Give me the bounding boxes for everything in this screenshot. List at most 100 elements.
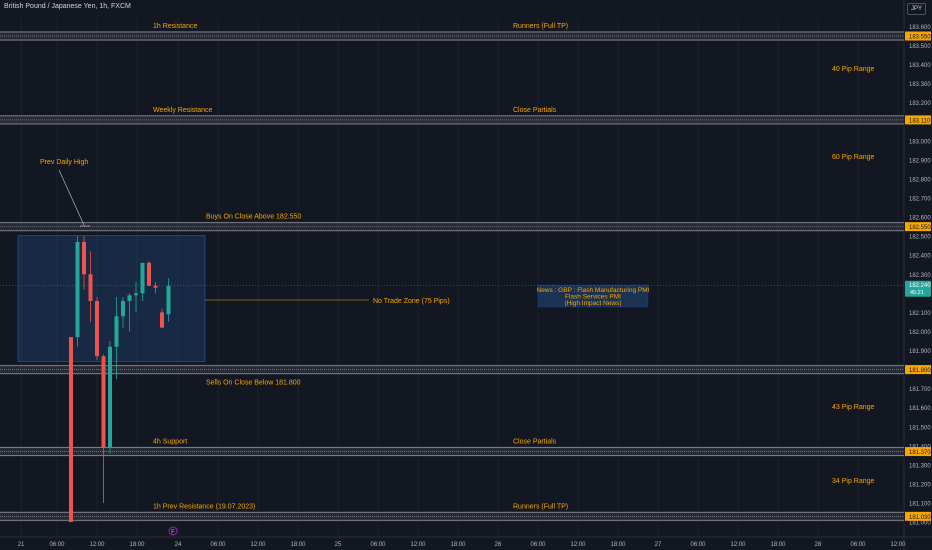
no-trade-zone-label: No Trade Zone (75 Pips) [373,298,450,305]
current-price-badge [905,280,931,297]
time-tick-label: 26 [495,542,502,548]
price-tick-label: 183.600 [909,25,931,31]
candle-body [140,262,145,294]
level-label: Sells On Close Below 181.800 [206,380,301,387]
news-box [537,284,649,308]
level-price-badge [905,115,931,125]
level-label: Runners (Full TP) [513,23,568,30]
news-line: Flash Services PMI [565,294,621,301]
candle-body [95,300,99,357]
time-tick-label: 06:00 [370,542,386,548]
level-price-badge-text: 181.800 [909,368,931,374]
time-tick-label: 18:00 [610,542,626,548]
range-label: 40 Pip Range [832,66,875,73]
prev-daily-high-label: Prev Daily High [40,159,88,166]
price-tick-label: 181.500 [909,425,931,431]
time-tick-label: 28 [815,542,822,548]
price-tick-label: 182.800 [909,177,931,183]
time-tick-label: 12:00 [570,542,586,548]
current-price-value: 182.240 [909,283,931,289]
price-tick-label: 183.200 [909,101,931,107]
time-tick-label: 24 [175,542,182,548]
level-price-badge-text: 183.550 [909,35,931,41]
news-line: News : GBP : Flash Manufacturing PMI [537,287,650,294]
time-tick-label: 18:00 [129,542,145,548]
candle-body [88,274,93,301]
level-price-badge [905,511,931,521]
time-tick-label: 18:00 [450,542,466,548]
level-price-badge [905,447,931,457]
level-label: Buys On Close Above 182.550 [206,214,301,221]
symbol-title: British Pound / Japanese Yen, 1h, FXCM [4,3,131,10]
time-tick-label: 25 [335,542,342,548]
level-price-badge [905,365,931,375]
level-label: Runners (Full TP) [513,503,568,510]
level-label: 4h Support [153,439,187,446]
price-tick-label: 181.000 [909,521,931,527]
time-tick-label: 21 [18,542,25,548]
candle-body [134,293,138,296]
price-tick-label: 183.000 [909,139,931,145]
range-label: 60 Pip Range [832,154,875,161]
level-price-badge [905,222,931,232]
no-trade-zone-box [17,235,206,362]
price-tick-label: 181.700 [909,387,931,393]
price-tick-label: 181.900 [909,349,931,355]
level-price-badge-text: 181.030 [909,515,931,521]
candle-body [166,285,171,315]
time-tick-label: 18:00 [290,542,306,548]
candle-body [82,241,86,275]
time-tick-label: 12:00 [410,542,426,548]
time-tick-label: 12:00 [89,542,105,548]
range-label: 34 Pip Range [832,478,875,485]
event-marker-icon [168,526,178,536]
candle-body [121,300,125,317]
candle-body [69,337,73,523]
level-price-badge-text: 183.110 [909,118,931,124]
candle-body [160,312,164,328]
news-line: (High Impact News) [564,300,621,307]
price-tick-label: 182.300 [909,273,931,279]
time-tick-label: 12:00 [250,542,266,548]
price-tick-label: 182.700 [909,197,931,203]
time-tick-label: 12:00 [730,542,746,548]
level-label: Close Partials [513,439,557,446]
level-label: Close Partials [513,107,557,114]
price-tick-label: 182.100 [909,311,931,317]
price-tick-label: 182.900 [909,158,931,164]
price-tick-label: 181.600 [909,406,931,412]
prev-daily-high-pointer [58,169,85,226]
level-price-badge [905,31,931,41]
time-tick-label: 06:00 [690,542,706,548]
time-tick-label: 06:00 [850,542,866,548]
range-label: 43 Pip Range [832,404,875,411]
time-tick-label: 12:00 [890,542,906,548]
candle-body [75,241,80,338]
price-tick-label: 181.300 [909,463,931,469]
level-price-badge-text: 182.550 [909,225,931,231]
level-label: Weekly Resistance [153,107,213,114]
level-label: 1h Prev Resistance (19.07.2023) [153,503,255,510]
price-tick-label: 183.400 [909,63,931,69]
price-tick-label: 182.000 [909,330,931,336]
price-tick-label: 182.400 [909,254,931,260]
price-tick-label: 183.500 [909,44,931,50]
candle-body [153,285,158,288]
price-tick-label: 181.200 [909,482,931,488]
candle-body [114,316,119,347]
currency-badge[interactable]: JPY [907,3,926,15]
level-label: 1h Resistance [153,23,197,30]
price-tick-label: 182.600 [909,216,931,222]
time-tick-label: 06:00 [530,542,546,548]
event-marker-label: F [171,530,175,536]
price-tick-label: 182.500 [909,235,931,241]
candle-body [108,346,112,448]
current-price-countdown: 45:21 [910,290,924,296]
time-tick-label: 18:00 [770,542,786,548]
time-tick-label: 06:00 [210,542,226,548]
level-price-badge-text: 181.370 [909,450,931,456]
price-tick-label: 183.300 [909,82,931,88]
price-tick-label: 181.100 [909,502,931,508]
